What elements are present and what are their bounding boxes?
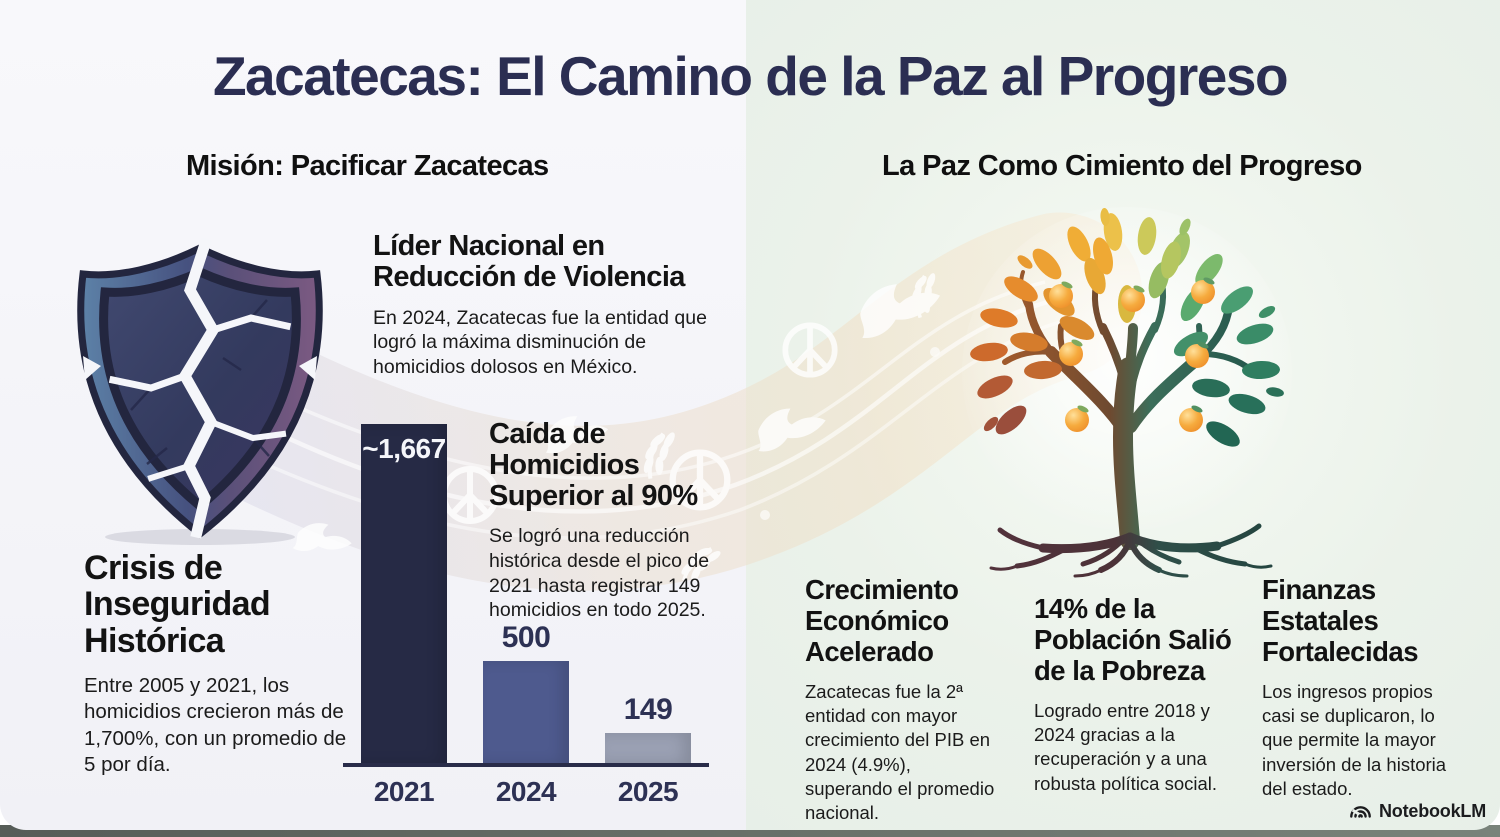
page-title: Zacatecas: El Camino de la Paz al Progre… (212, 45, 1289, 107)
bar-2024: 500 (483, 621, 569, 763)
crisis-heading: Crisis de Inseguridad Histórica (84, 549, 271, 660)
chart-bars: ~1,667 500 149 (343, 416, 709, 763)
bar-value-label: 149 (623, 693, 673, 726)
left-section-header: Misión: Pacificar Zacatecas (186, 150, 549, 182)
poverty-column: 14% de la Población Salió de la Pobreza … (1034, 593, 1242, 796)
bar-value-label: 500 (501, 621, 551, 654)
brand-footer: NotebookLM (1349, 800, 1486, 823)
year-label: 2024 (495, 776, 557, 807)
leader-body: En 2024, Zacatecas fue la entidad que lo… (373, 306, 707, 378)
economic-growth-heading: Crecimiento Económico Acelerado (805, 574, 959, 667)
drop-body: Se logró una reducción histórica desde e… (489, 525, 710, 622)
tree-leaves (970, 208, 1284, 447)
economic-growth-column: Crecimiento Económico Acelerado Zacateca… (805, 574, 997, 825)
crisis-block: Crisis de Inseguridad Histórica Entre 20… (84, 550, 372, 778)
bar-value-label: ~1,667 (362, 433, 446, 464)
finances-heading: Finanzas Estatales Fortalecidas (1262, 574, 1419, 667)
year-label: 2025 (617, 776, 679, 807)
right-section-header: La Paz Como Cimiento del Progreso (882, 150, 1362, 182)
crisis-body: Entre 2005 y 2021, los homicidios crecie… (84, 674, 347, 776)
chart-axis (343, 763, 709, 767)
peace-tree-icon (962, 207, 1292, 578)
year-label: 2021 (373, 776, 435, 807)
leader-heading: Líder Nacional en Reducción de Violencia (373, 230, 685, 294)
finances-column: Finanzas Estatales Fortalecidas Los ingr… (1262, 574, 1470, 801)
economic-growth-body: Zacatecas fue la 2ª entidad con mayor cr… (805, 681, 995, 823)
poverty-heading: 14% de la Población Salió de la Pobreza (1034, 593, 1232, 686)
homicide-drop-block: Caída de Homicidios Superior al 90% Se l… (489, 418, 737, 623)
leader-block: Líder Nacional en Reducción de Violencia… (373, 230, 715, 379)
bar-2025: 149 (605, 693, 691, 763)
chart-year-labels: 2021 2024 2025 (343, 776, 709, 808)
finances-body: Los ingresos propios casi se duplicaron,… (1262, 681, 1447, 799)
poverty-body: Logrado entre 2018 y 2024 gracias a la r… (1034, 700, 1218, 794)
bar-2021: ~1,667 (361, 424, 447, 763)
tree-fruits (1049, 277, 1215, 432)
notebooklm-icon (1350, 806, 1371, 818)
drop-heading: Caída de Homicidios Superior al 90% (489, 418, 698, 513)
broken-shield-icon (77, 238, 323, 545)
brand-label: NotebookLM (1379, 801, 1486, 821)
homicides-bar-chart: ~1,667 500 149 2021 2024 2025 (343, 416, 709, 808)
